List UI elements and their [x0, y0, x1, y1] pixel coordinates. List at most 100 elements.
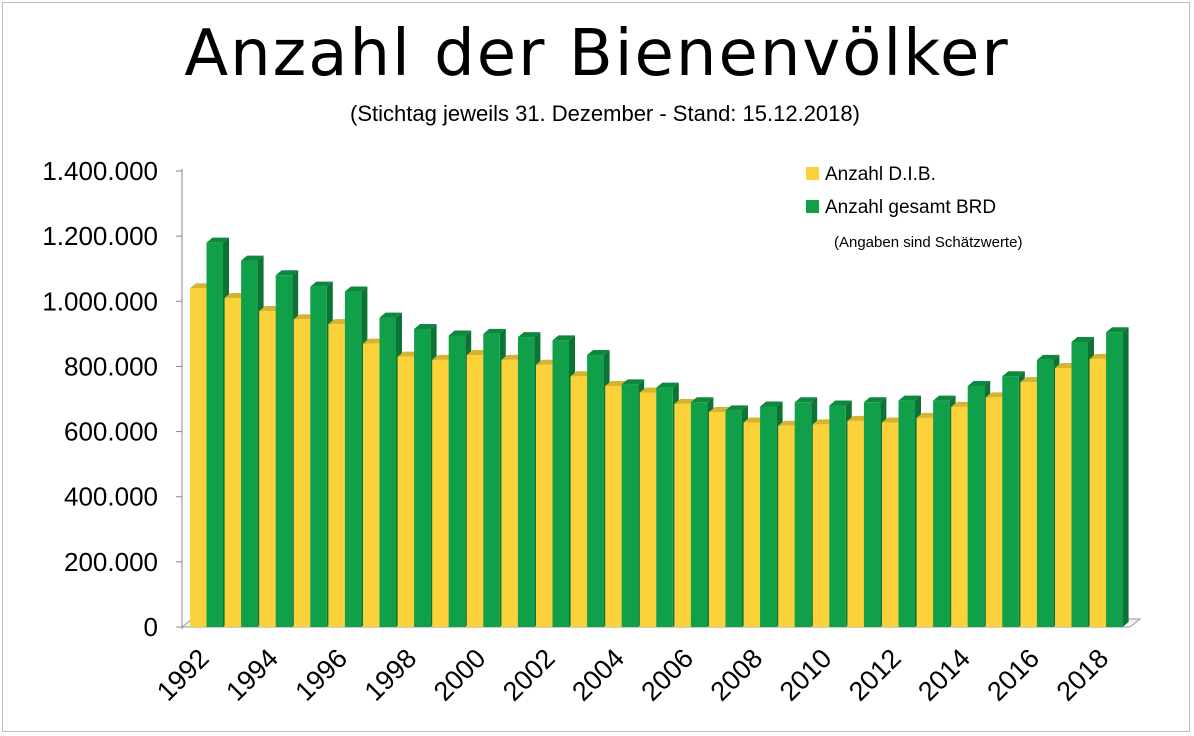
bar — [639, 392, 657, 627]
bar — [259, 311, 276, 627]
chart-subtitle: (Stichtag jeweils 31. Dezember - Stand: … — [350, 101, 860, 126]
bar-top — [241, 255, 264, 261]
bar — [621, 384, 639, 627]
bar — [310, 286, 327, 627]
bar — [967, 385, 985, 627]
bar — [863, 402, 881, 627]
bar-top — [1002, 371, 1025, 377]
legend-label-brd: Anzahl gesamt BRD — [825, 197, 997, 218]
bar-top — [863, 397, 887, 403]
legend-annotation: (Angaben sind Schätzwerte) — [834, 234, 1023, 251]
bar-top — [898, 395, 921, 401]
bar-side — [1122, 327, 1129, 627]
x-tick-label: 2000 — [428, 643, 492, 707]
bar-top — [344, 286, 368, 292]
legend-swatch-dib — [806, 166, 819, 180]
bar — [743, 422, 761, 627]
legend-swatch-brd — [806, 199, 819, 213]
bar — [898, 400, 915, 627]
bar — [1020, 382, 1037, 627]
bar-top — [829, 400, 852, 406]
x-tick-label: 1992 — [151, 643, 215, 707]
bar — [760, 406, 777, 627]
x-tick-label: 1994 — [220, 643, 284, 707]
bar — [847, 420, 864, 627]
bar — [1071, 342, 1088, 627]
bar — [690, 402, 708, 627]
x-tick-label: 2018 — [1051, 643, 1115, 707]
bar — [951, 406, 968, 627]
bar — [674, 403, 691, 627]
bar — [882, 422, 899, 627]
x-tick-label: 2006 — [635, 643, 699, 707]
x-tick-label: 2008 — [705, 643, 769, 707]
bar — [397, 356, 415, 627]
bar — [379, 317, 396, 627]
bar-top — [275, 270, 299, 276]
bar — [552, 340, 569, 627]
bar — [1002, 376, 1019, 627]
bar — [709, 412, 726, 627]
bar — [275, 275, 293, 627]
bar — [517, 337, 535, 627]
bar — [536, 364, 553, 627]
bar — [328, 324, 345, 627]
chart-title: Anzahl der Bienenvölker — [184, 17, 1010, 91]
bar — [501, 359, 518, 627]
bar-top — [967, 380, 991, 386]
y-tick-label: 800.000 — [64, 351, 158, 381]
bar — [725, 410, 742, 627]
bar-top — [621, 379, 645, 385]
y-tick-label: 400.000 — [64, 482, 158, 512]
bar — [344, 291, 362, 627]
legend-item-dib: Anzahl D.I.B. — [806, 164, 936, 186]
y-tick-label: 600.000 — [64, 417, 158, 447]
bar — [1036, 359, 1054, 627]
bar-top — [1106, 327, 1129, 333]
bar-top — [552, 335, 575, 341]
x-tick-label: 2012 — [843, 643, 907, 707]
bar — [812, 424, 830, 627]
bar — [794, 402, 812, 627]
y-tick-label: 0 — [144, 612, 158, 642]
bar-top — [1071, 337, 1094, 342]
y-tick-label: 200.000 — [64, 547, 158, 577]
bar — [916, 417, 934, 627]
bar — [241, 260, 258, 627]
bar — [985, 397, 1003, 627]
bar-top — [760, 401, 783, 407]
bar — [363, 343, 380, 627]
bar-top — [725, 405, 748, 411]
bar — [1106, 332, 1123, 627]
bar-top — [206, 237, 229, 243]
x-tick-label: 1996 — [289, 643, 353, 707]
x-tick-label: 2016 — [981, 643, 1045, 707]
bar — [605, 385, 622, 627]
bar — [933, 400, 950, 627]
bar — [1089, 358, 1107, 627]
bar-top — [690, 397, 714, 403]
y-tick-label: 1.200.000 — [42, 221, 158, 251]
bar — [448, 335, 466, 627]
bar-top — [587, 350, 610, 356]
x-tick-label: 2010 — [774, 643, 838, 707]
bar-top — [1036, 354, 1060, 360]
bar — [206, 242, 223, 627]
bar-top — [517, 332, 541, 338]
legend-label-dib: Anzahl D.I.B. — [825, 164, 936, 185]
bar-top — [933, 395, 956, 401]
legend-item-brd: Anzahl gesamt BRD — [806, 197, 996, 219]
x-tick-label: 1998 — [359, 643, 423, 707]
bar-top — [414, 323, 437, 329]
bar — [570, 376, 588, 627]
y-tick-label: 1.400.000 — [42, 156, 158, 186]
bar — [587, 355, 604, 627]
bar — [656, 387, 673, 627]
bar — [190, 288, 207, 627]
bar — [778, 425, 795, 627]
bar — [224, 298, 242, 627]
y-tick-label: 1.000.000 — [42, 286, 158, 316]
bar — [1055, 368, 1072, 627]
bar-top — [656, 382, 679, 388]
